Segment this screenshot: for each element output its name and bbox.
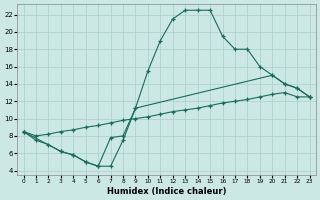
X-axis label: Humidex (Indice chaleur): Humidex (Indice chaleur) [107,187,226,196]
